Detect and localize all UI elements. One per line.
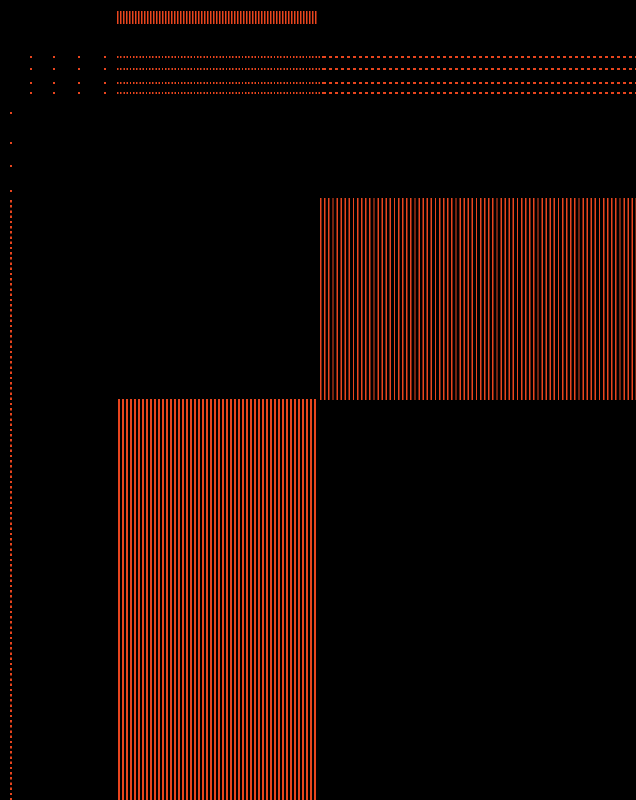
marker-dot-grid xyxy=(0,0,120,110)
grid-dot xyxy=(78,92,80,94)
title-text-mass xyxy=(117,11,318,24)
grid-dot xyxy=(30,92,32,94)
horizontal-dashed-rule xyxy=(323,92,636,94)
grid-dot xyxy=(53,56,55,58)
grid-dot xyxy=(30,68,32,70)
upper-right-content-block[interactable] xyxy=(320,198,636,400)
horizontal-dashed-rule xyxy=(323,82,636,84)
horizontal-dashed-rule xyxy=(117,82,323,84)
horizontal-dashed-rule xyxy=(323,68,636,70)
lower-left-block-text xyxy=(118,399,119,400)
grid-dot xyxy=(53,68,55,70)
horizontal-dashed-rule xyxy=(323,56,636,58)
horizontal-dashed-rule xyxy=(117,56,323,58)
axis-marker-dot xyxy=(10,142,12,144)
upper-right-block-text xyxy=(320,198,321,199)
grid-dot xyxy=(78,82,80,84)
grid-dot xyxy=(104,82,106,84)
axis-marker-dot xyxy=(10,190,12,192)
grid-dot xyxy=(104,92,106,94)
horizontal-dashed-rule xyxy=(117,92,323,94)
grid-dot xyxy=(78,56,80,58)
axis-marker-dot xyxy=(10,165,12,167)
horizontal-dashed-rule xyxy=(117,68,323,70)
grid-dot xyxy=(104,56,106,58)
grid-dot xyxy=(30,56,32,58)
grid-dot xyxy=(30,82,32,84)
grid-dot xyxy=(78,68,80,70)
grid-dot xyxy=(104,68,106,70)
grid-dot xyxy=(53,82,55,84)
grid-dot xyxy=(53,92,55,94)
axis-marker-group xyxy=(0,0,24,200)
lower-left-content-block[interactable] xyxy=(118,399,318,800)
axis-marker-dot xyxy=(10,112,12,114)
horizontal-rule-group xyxy=(0,0,636,110)
vertical-dotted-rule xyxy=(10,200,12,800)
